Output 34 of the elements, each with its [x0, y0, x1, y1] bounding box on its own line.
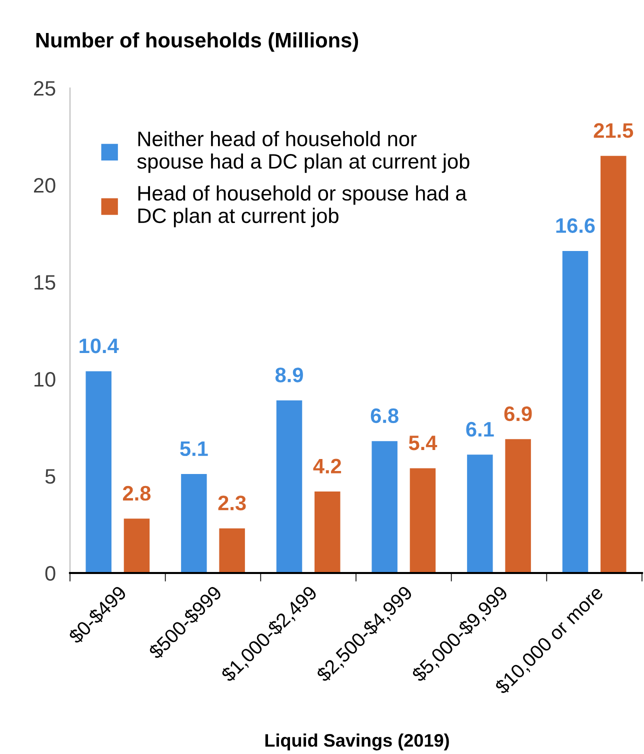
- data-label: 10.4: [80, 338, 119, 354]
- y-tick-label: 25: [34, 81, 56, 96]
- bar: [314, 492, 340, 573]
- bar: [372, 441, 398, 573]
- bar: [86, 371, 112, 573]
- y-tick-label: 15: [34, 275, 56, 290]
- bar: [467, 454, 493, 573]
- data-label: 4.2: [313, 458, 342, 474]
- data-label: 21.5: [594, 123, 634, 138]
- data-label: 8.9: [275, 368, 303, 382]
- data-label: 2.3: [218, 496, 246, 510]
- data-label: 6.9: [504, 406, 532, 422]
- bar: [505, 439, 531, 573]
- y-tick-label: 0: [45, 566, 56, 581]
- y-tick-label: 5: [45, 469, 56, 484]
- bar: [410, 468, 436, 573]
- x-axis-title: Liquid Savings (2019): [265, 734, 449, 750]
- bar: [562, 250, 588, 573]
- data-label: 6.1: [466, 422, 494, 437]
- y-tick-label: 10: [34, 372, 56, 387]
- data-label: 6.8: [370, 408, 398, 424]
- y-axis-title: Number of households (Millions): [36, 32, 358, 52]
- data-label: 5.1: [180, 442, 208, 456]
- y-tick-label: 20: [34, 178, 56, 193]
- bar: [276, 400, 302, 573]
- legend-label: Neither head of household nor spouse had a DC plan at current job: [137, 131, 470, 173]
- bar: [124, 518, 150, 573]
- data-label: 5.4: [408, 436, 438, 450]
- bar: [219, 528, 245, 573]
- bar: [600, 156, 626, 573]
- bar: [181, 474, 207, 573]
- data-label: 2.8: [122, 486, 151, 501]
- data-label: 16.6: [556, 218, 595, 233]
- legend-label: Head of household or spouse had a DC plan at current job: [138, 185, 467, 228]
